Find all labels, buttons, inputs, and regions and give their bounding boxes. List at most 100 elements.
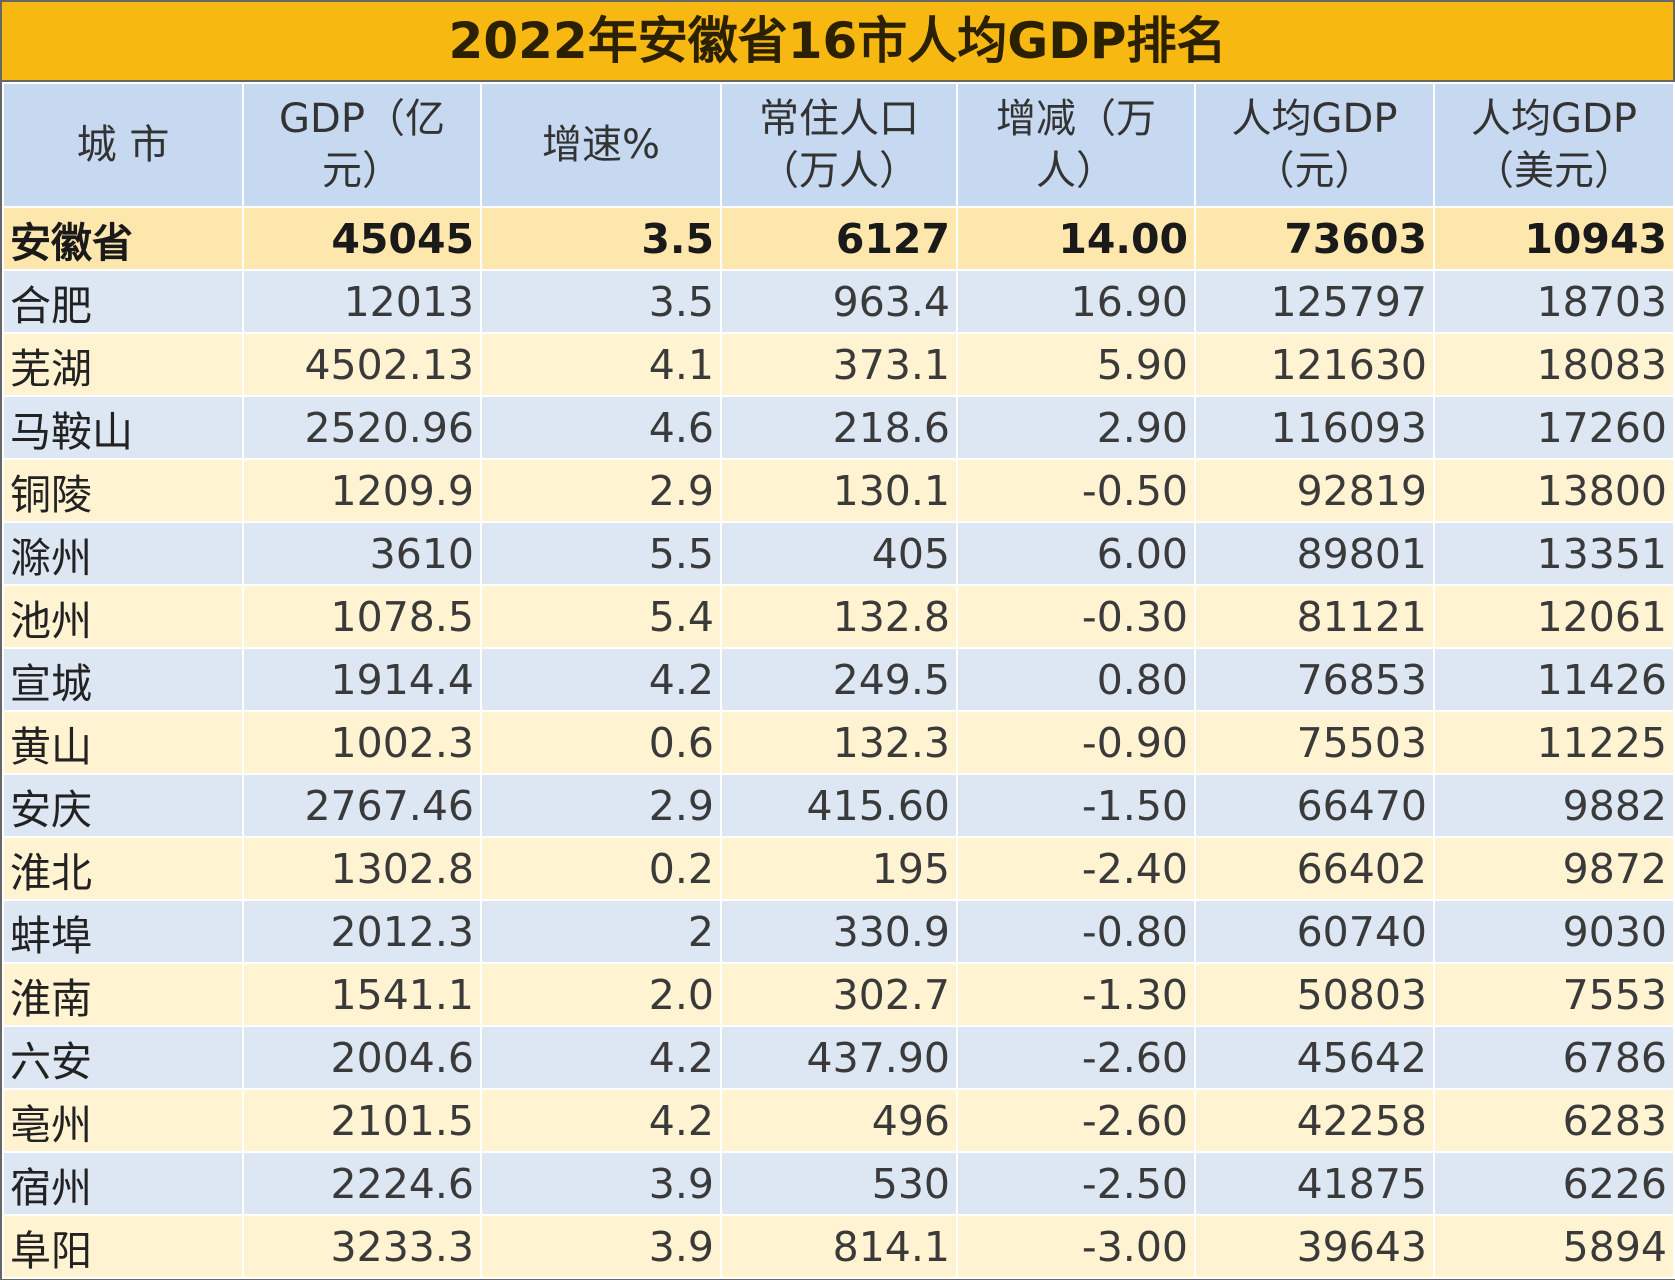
value-cell: 3.5 bbox=[480, 269, 722, 334]
value-cell: 373.1 bbox=[720, 332, 958, 397]
value-cell: 2767.46 bbox=[242, 773, 482, 838]
data-row: 六安 2004.6 4.2 437.90 -2.60 45642 6786 bbox=[2, 1025, 1675, 1090]
value-cell: 132.8 bbox=[720, 584, 958, 649]
value-cell: 17260 bbox=[1433, 395, 1675, 460]
data-row: 黄山 1002.3 0.6 132.3 -0.90 75503 11225 bbox=[2, 710, 1675, 775]
value-cell: 116093 bbox=[1194, 395, 1435, 460]
value-cell: 6786 bbox=[1433, 1025, 1675, 1090]
value-cell: 45642 bbox=[1194, 1025, 1435, 1090]
value-cell: -2.60 bbox=[956, 1025, 1196, 1090]
data-row: 阜阳 3233.3 3.9 814.1 -3.00 39643 5894 bbox=[2, 1214, 1675, 1279]
value-cell: 195 bbox=[720, 836, 958, 901]
value-cell: 6.00 bbox=[956, 521, 1196, 586]
value-cell: 66470 bbox=[1194, 773, 1435, 838]
value-cell: 0.2 bbox=[480, 836, 722, 901]
data-row: 合肥 12013 3.5 963.4 16.90 125797 18703 bbox=[2, 269, 1675, 334]
value-cell: 0.80 bbox=[956, 647, 1196, 712]
data-row: 淮南 1541.1 2.0 302.7 -1.30 50803 7553 bbox=[2, 962, 1675, 1027]
value-cell: 2004.6 bbox=[242, 1025, 482, 1090]
data-row: 亳州 2101.5 4.2 496 -2.60 42258 6283 bbox=[2, 1088, 1675, 1153]
value-cell: 4502.13 bbox=[242, 332, 482, 397]
city-cell: 池州 bbox=[2, 584, 244, 649]
value-cell: -3.00 bbox=[956, 1214, 1196, 1279]
city-cell: 黄山 bbox=[2, 710, 244, 775]
value-cell: 2101.5 bbox=[242, 1088, 482, 1153]
city-cell: 安庆 bbox=[2, 773, 244, 838]
city-cell: 宣城 bbox=[2, 647, 244, 712]
value-cell: 13351 bbox=[1433, 521, 1675, 586]
value-cell: -0.80 bbox=[956, 899, 1196, 964]
value-cell: 530 bbox=[720, 1151, 958, 1216]
value-cell: 9030 bbox=[1433, 899, 1675, 964]
value-cell: 4.2 bbox=[480, 1088, 722, 1153]
value-cell: 5.4 bbox=[480, 584, 722, 649]
value-cell: 130.1 bbox=[720, 458, 958, 523]
value-cell: 11426 bbox=[1433, 647, 1675, 712]
value-cell: 42258 bbox=[1194, 1088, 1435, 1153]
value-cell: 18703 bbox=[1433, 269, 1675, 334]
value-cell: 330.9 bbox=[720, 899, 958, 964]
value-cell: 249.5 bbox=[720, 647, 958, 712]
data-row: 池州 1078.5 5.4 132.8 -0.30 81121 12061 bbox=[2, 584, 1675, 649]
value-cell: 218.6 bbox=[720, 395, 958, 460]
value-cell: -1.30 bbox=[956, 962, 1196, 1027]
value-cell: 39643 bbox=[1194, 1214, 1435, 1279]
value-cell: 10943 bbox=[1433, 206, 1675, 271]
value-cell: 12013 bbox=[242, 269, 482, 334]
value-cell: -1.50 bbox=[956, 773, 1196, 838]
data-row: 淮北 1302.8 0.2 195 -2.40 66402 9872 bbox=[2, 836, 1675, 901]
value-cell: 3.5 bbox=[480, 206, 722, 271]
value-cell: 4.6 bbox=[480, 395, 722, 460]
header-cell: 人均GDP（美元） bbox=[1433, 82, 1675, 208]
value-cell: 5894 bbox=[1433, 1214, 1675, 1279]
value-cell: 0.6 bbox=[480, 710, 722, 775]
value-cell: 7553 bbox=[1433, 962, 1675, 1027]
value-cell: -0.50 bbox=[956, 458, 1196, 523]
value-cell: 2.0 bbox=[480, 962, 722, 1027]
value-cell: 302.7 bbox=[720, 962, 958, 1027]
value-cell: 6226 bbox=[1433, 1151, 1675, 1216]
city-cell: 芜湖 bbox=[2, 332, 244, 397]
value-cell: 9872 bbox=[1433, 836, 1675, 901]
value-cell: 2224.6 bbox=[242, 1151, 482, 1216]
header-cell: 增减（万人） bbox=[956, 82, 1196, 208]
header-cell: 人均GDP（元） bbox=[1194, 82, 1435, 208]
city-cell: 蚌埠 bbox=[2, 899, 244, 964]
value-cell: 4.2 bbox=[480, 647, 722, 712]
value-cell: 5.5 bbox=[480, 521, 722, 586]
city-cell: 滁州 bbox=[2, 521, 244, 586]
value-cell: 2.9 bbox=[480, 773, 722, 838]
value-cell: 11225 bbox=[1433, 710, 1675, 775]
value-cell: 132.3 bbox=[720, 710, 958, 775]
value-cell: 963.4 bbox=[720, 269, 958, 334]
city-cell: 安徽省 bbox=[2, 206, 244, 271]
table-title: 2022年安徽省16市人均GDP排名 bbox=[2, 2, 1673, 82]
value-cell: 3.9 bbox=[480, 1214, 722, 1279]
city-cell: 阜阳 bbox=[2, 1214, 244, 1279]
city-cell: 铜陵 bbox=[2, 458, 244, 523]
city-cell: 合肥 bbox=[2, 269, 244, 334]
value-cell: 92819 bbox=[1194, 458, 1435, 523]
value-cell: 60740 bbox=[1194, 899, 1435, 964]
value-cell: 1002.3 bbox=[242, 710, 482, 775]
value-cell: 1302.8 bbox=[242, 836, 482, 901]
value-cell: 41875 bbox=[1194, 1151, 1435, 1216]
value-cell: 3610 bbox=[242, 521, 482, 586]
header-cell: 常住人口（万人） bbox=[720, 82, 958, 208]
value-cell: 415.60 bbox=[720, 773, 958, 838]
value-cell: -0.30 bbox=[956, 584, 1196, 649]
value-cell: 66402 bbox=[1194, 836, 1435, 901]
city-cell: 亳州 bbox=[2, 1088, 244, 1153]
value-cell: 75503 bbox=[1194, 710, 1435, 775]
value-cell: 76853 bbox=[1194, 647, 1435, 712]
value-cell: 1914.4 bbox=[242, 647, 482, 712]
value-cell: -0.90 bbox=[956, 710, 1196, 775]
gdp-table: 城 市 GDP（亿元） 增速% 常住人口（万人） 增减（万人） 人均GDP（元） 人均GDP… bbox=[2, 82, 1675, 1279]
value-cell: 14.00 bbox=[956, 206, 1196, 271]
data-row: 宣城 1914.4 4.2 249.5 0.80 76853 11426 bbox=[2, 647, 1675, 712]
value-cell: 2 bbox=[480, 899, 722, 964]
data-row: 芜湖 4502.13 4.1 373.1 5.90 121630 18083 bbox=[2, 332, 1675, 397]
value-cell: 496 bbox=[720, 1088, 958, 1153]
value-cell: 50803 bbox=[1194, 962, 1435, 1027]
